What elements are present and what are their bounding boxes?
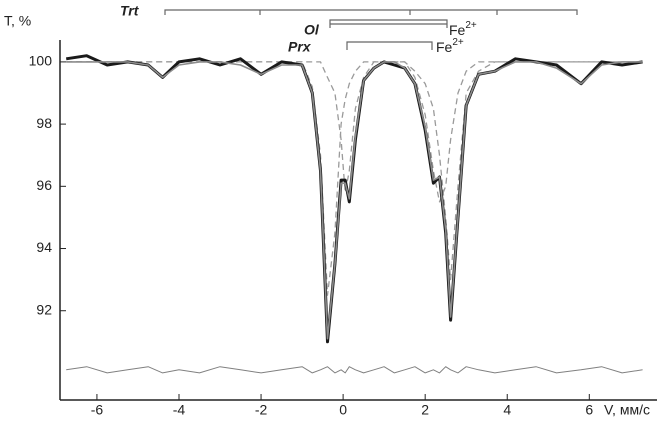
x-tick-label: -2 — [255, 402, 268, 418]
y-tick-label: 98 — [36, 115, 52, 131]
series-line — [66, 61, 643, 296]
annotation: Fe2+ — [436, 37, 464, 55]
series-line — [66, 61, 643, 203]
y-tick-label: 96 — [36, 177, 52, 193]
x-tick-label: 6 — [585, 402, 593, 418]
series-line — [66, 61, 643, 340]
annotation: Fe — [449, 22, 466, 38]
annotation: Prx — [288, 39, 312, 55]
annotation: Ol — [304, 22, 320, 38]
x-tick-label: 4 — [503, 402, 511, 418]
annotation-sup: 2+ — [452, 37, 464, 48]
annotation: Fe2+ — [449, 20, 477, 38]
annotation: Trt — [120, 3, 140, 19]
x-tick-label: -4 — [173, 402, 186, 418]
x-tick-label: -6 — [91, 402, 104, 418]
series-line — [65, 54, 643, 344]
annotation-brackets — [164, 9, 578, 50]
annotation: Fe — [436, 39, 453, 55]
annotation-sup: 2+ — [465, 20, 477, 31]
y-tick-label: 100 — [29, 53, 53, 69]
x-axis-label: V, мм/с — [604, 402, 650, 418]
y-tick-label: 94 — [36, 239, 52, 255]
y-axis-label: T, % — [4, 13, 31, 29]
x-tick-label: 2 — [421, 402, 429, 418]
x-tick-label: 0 — [339, 402, 347, 418]
y-tick-label: 92 — [36, 301, 52, 317]
series-line — [66, 366, 643, 374]
